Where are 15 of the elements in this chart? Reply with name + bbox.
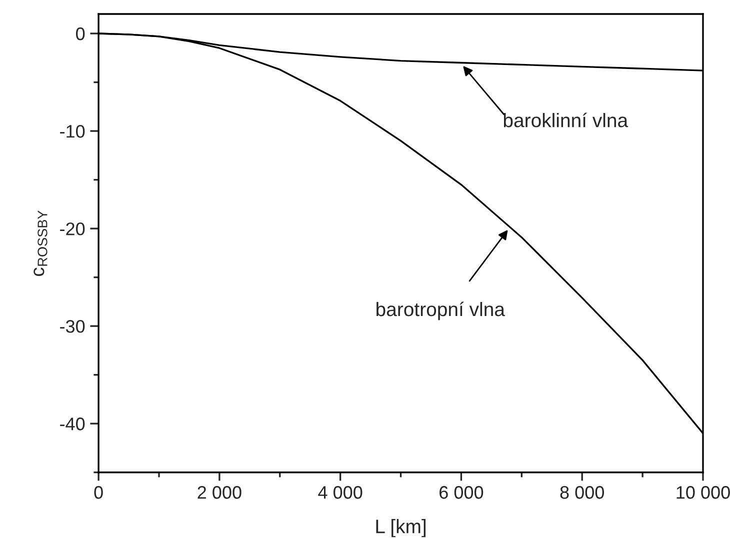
x-tick-label: 4 000 (318, 486, 362, 499)
x-axis-title: L [km] (376, 519, 426, 538)
y-axis-title: c$_{ROSSBY}$ (34, 210, 48, 276)
y-tick-label: -10 (60, 124, 85, 138)
x-tick-label: 8 000 (560, 486, 604, 499)
annotation: baroklinní vlna (504, 112, 628, 128)
x-tick-label: 2 000 (198, 486, 242, 499)
annotation: barotropní vlna (376, 302, 505, 320)
y-tick-label: 0 (76, 27, 85, 40)
x-tick-label: 0 (94, 486, 103, 499)
x-tick-label: 6 000 (440, 486, 484, 499)
y-tick-label: -20 (60, 222, 85, 236)
y-tick-label: -30 (60, 320, 85, 333)
x-tick-label: 10 000 (676, 486, 730, 499)
y-tick-label: -40 (60, 418, 85, 430)
